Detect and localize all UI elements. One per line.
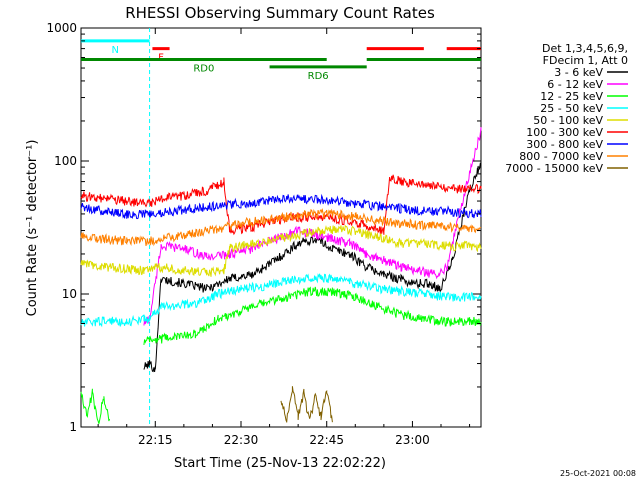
legend-header-0: Det 1,3,4,5,6,9, xyxy=(542,42,628,55)
series-line-0 xyxy=(143,162,482,373)
legend-header-1: FDecim 1, Att 0 xyxy=(543,54,628,67)
legend-label-1: 6 - 12 keV xyxy=(547,78,603,91)
series-line-1 xyxy=(143,127,482,326)
x-axis: 22:15 22:30 22:45 23:00 xyxy=(97,28,471,447)
legend-label-2: 12 - 25 keV xyxy=(540,90,603,103)
y-axis-label: Count Rate (s⁻¹ detector⁻¹) xyxy=(25,140,40,317)
series-line-6 xyxy=(80,193,482,220)
series-line-8 xyxy=(280,386,333,423)
plot-frame xyxy=(80,27,482,428)
legend-label-7: 800 - 7000 keV xyxy=(519,150,603,163)
series-lines xyxy=(80,127,482,424)
legend-label-5: 100 - 300 keV xyxy=(526,126,603,139)
chart-title: RHESSI Observing Summary Count Rates xyxy=(125,4,435,22)
timestamp: 25-Oct-2021 00:08 xyxy=(560,469,636,478)
series-line-2 xyxy=(80,286,482,424)
series-line-7 xyxy=(80,207,482,247)
y-tick-label-2: 100 xyxy=(54,154,77,168)
series-line-3 xyxy=(80,273,482,328)
x-axis-label: Start Time (25-Nov-13 22:02:22) xyxy=(174,456,386,471)
legend-label-3: 25 - 50 keV xyxy=(540,102,603,115)
y-tick-label-1: 10 xyxy=(62,287,77,301)
status-bar-label-5: RD0 xyxy=(193,63,214,74)
legend: Det 1,3,4,5,6,9,FDecim 1, Att 03 - 6 keV… xyxy=(505,42,628,175)
series-line-5 xyxy=(80,174,482,236)
series-line-4 xyxy=(80,224,482,277)
x-tick-label-2: 22:45 xyxy=(309,433,344,447)
x-tick-label-3: 23:00 xyxy=(395,433,430,447)
status-bars: NFRD0RD6 xyxy=(81,39,481,82)
x-tick-label-1: 22:30 xyxy=(224,433,259,447)
legend-label-8: 7000 - 15000 keV xyxy=(505,162,603,175)
legend-label-6: 300 - 800 keV xyxy=(526,138,603,151)
y-tick-label-0: 1 xyxy=(69,420,77,434)
y-axis: 1 10 100 1000 xyxy=(46,21,481,434)
x-tick-label-0: 22:15 xyxy=(138,433,173,447)
legend-label-4: 50 - 100 keV xyxy=(533,114,603,127)
status-bar-label-8: RD6 xyxy=(308,71,329,82)
legend-label-0: 3 - 6 keV xyxy=(554,66,603,79)
status-bar-label-0: N xyxy=(112,45,119,56)
y-tick-label-3: 1000 xyxy=(46,21,77,35)
